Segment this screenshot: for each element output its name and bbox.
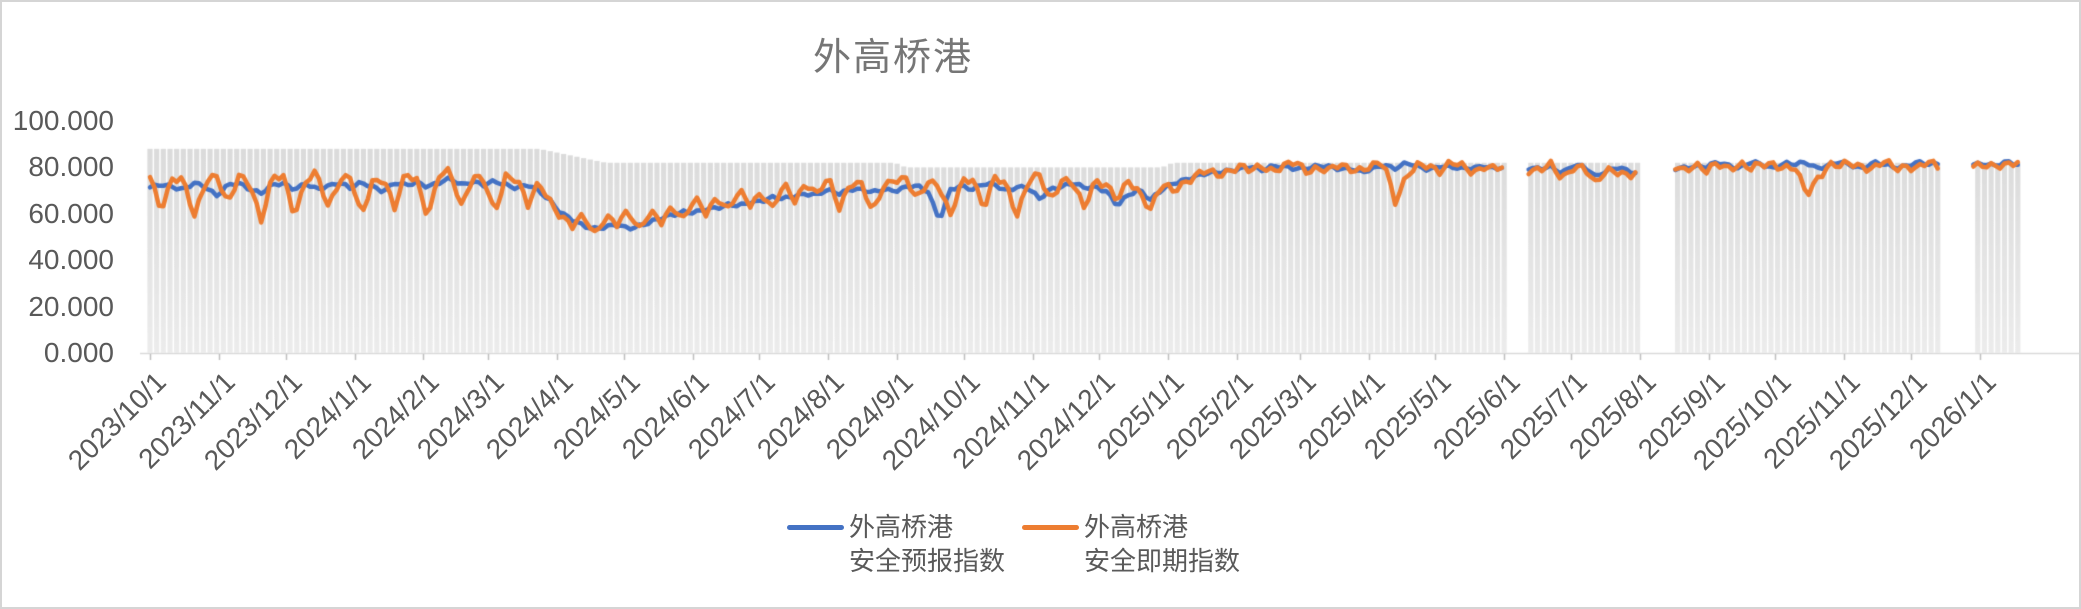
legend-swatch-forecast-line bbox=[787, 525, 844, 530]
y-axis-tick-label: 60.000 bbox=[28, 197, 114, 229]
legend-label-spot-line1: 外高桥港 bbox=[1084, 512, 1189, 542]
legend-item-forecast-index: 外高桥港安全预报指数 bbox=[787, 510, 1005, 578]
legend-label-forecast-line1: 外高桥港 bbox=[849, 512, 954, 542]
y-axis-tick-label: 0.000 bbox=[43, 337, 114, 368]
chart-legend: 外高桥港安全预报指数 外高桥港安全即期指数 bbox=[0, 510, 2081, 600]
legend-swatch-spot-line bbox=[1022, 525, 1079, 530]
x-axis-labels: 2023/10/1 2023/11/1 2023/12/1 2024/1/1 2024/… bbox=[0, 366, 2081, 496]
legend-label-forecast: 外高桥港安全预报指数 bbox=[849, 510, 1005, 578]
chart-title: 外高桥港 bbox=[812, 37, 974, 79]
legend-item-spot-index: 外高桥港安全即期指数 bbox=[1022, 510, 1240, 578]
y-axis-tick-label: 40.000 bbox=[28, 244, 114, 276]
y-axis-tick-label: 80.000 bbox=[28, 151, 114, 183]
legend-label-spot: 外高桥港安全即期指数 bbox=[1084, 510, 1240, 578]
legend-label-forecast-line2: 安全预报指数 bbox=[849, 546, 1006, 576]
y-axis-tick-label: 100.000 bbox=[12, 105, 114, 136]
y-axis-labels: 100.000 80.000 60.000 40.000 20.000 0.000 bbox=[0, 0, 114, 400]
y-axis-tick-label: 20.000 bbox=[28, 290, 114, 322]
legend-label-spot-line2: 安全即期指数 bbox=[1084, 546, 1241, 576]
